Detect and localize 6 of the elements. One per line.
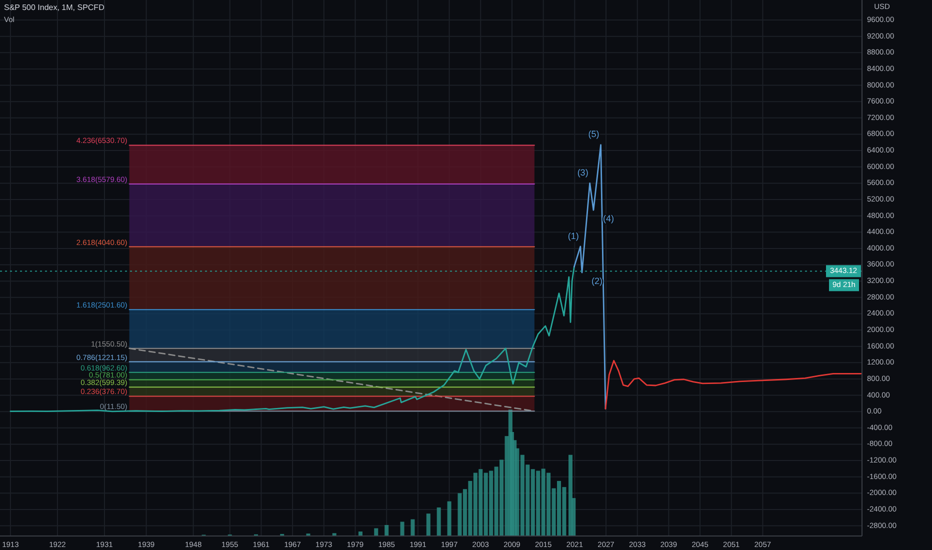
annotation: (3) [577, 168, 588, 178]
chart-title: S&P 500 Index, 1M, SPCFD [4, 3, 105, 12]
annotation: (5) [588, 129, 600, 140]
annotation: (2) [591, 276, 602, 286]
annotation: (1) [568, 230, 579, 241]
annotation: (4) [602, 213, 614, 224]
